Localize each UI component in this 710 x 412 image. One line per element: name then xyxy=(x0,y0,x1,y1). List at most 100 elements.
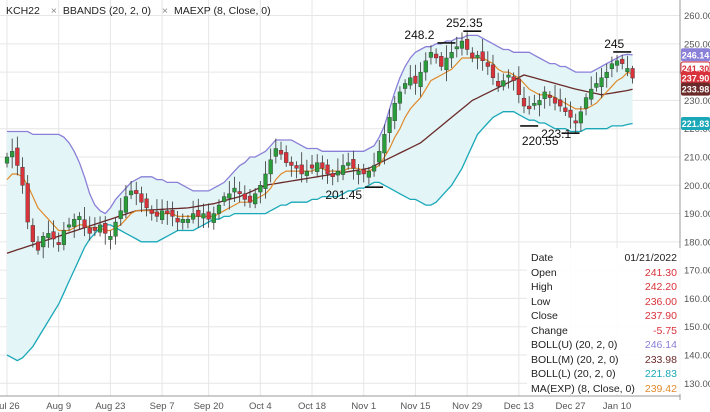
candle-body xyxy=(568,109,573,118)
candle-body xyxy=(87,227,92,234)
candle xyxy=(185,214,191,229)
info-value: 01/21/2022 xyxy=(624,252,677,264)
candle-body xyxy=(423,60,428,73)
candle-body xyxy=(315,162,320,172)
x-tick-label: Nov 29 xyxy=(452,401,482,412)
candle-body xyxy=(465,39,470,50)
candle-body xyxy=(222,196,227,202)
candle xyxy=(165,200,170,225)
candle-body xyxy=(434,53,439,59)
candle-body xyxy=(4,156,10,164)
candle xyxy=(609,56,614,78)
info-value: 237.90 xyxy=(644,310,677,322)
candle xyxy=(175,211,180,231)
candle-body xyxy=(97,224,103,233)
candle xyxy=(253,188,258,209)
price-tag-bg xyxy=(681,82,710,96)
candle-body xyxy=(501,80,506,87)
candle xyxy=(325,159,330,184)
candle xyxy=(206,203,211,228)
candle xyxy=(589,76,594,105)
price-tag-label: 233.98 xyxy=(682,85,710,95)
info-row: MA(EXP) (8, Close, 0) 239.42 xyxy=(531,383,679,397)
candle-body xyxy=(589,88,594,100)
candle xyxy=(511,72,516,91)
candle xyxy=(211,206,216,230)
candle xyxy=(309,155,315,174)
info-key: BOLL(L) (20, 2, 0) xyxy=(531,368,616,380)
candle-body xyxy=(573,120,578,124)
candle xyxy=(614,55,620,73)
candle xyxy=(366,166,371,185)
price-tag: 221.83 xyxy=(681,117,710,131)
candle-body xyxy=(366,170,371,178)
candle-body xyxy=(103,222,108,234)
candle xyxy=(392,96,397,130)
candle xyxy=(387,108,392,143)
x-tick-label: Nov 15 xyxy=(400,401,430,412)
price-tag: 237.90 xyxy=(681,71,710,85)
candle-body xyxy=(470,52,475,59)
price-tag-bg xyxy=(681,71,710,85)
candle-body xyxy=(242,193,247,200)
candle xyxy=(361,163,366,183)
remove-bbands-icon[interactable]: × xyxy=(50,5,57,17)
candle xyxy=(594,72,599,92)
y-tick-label: 210.00 xyxy=(684,152,710,163)
candle-body xyxy=(309,164,315,169)
candle xyxy=(563,97,568,116)
candle-body xyxy=(547,95,552,98)
bbands-label: BBANDS (20, 2, 0) xyxy=(62,5,151,17)
candle-body xyxy=(599,77,604,88)
candle-body xyxy=(144,198,149,209)
candle-body xyxy=(211,213,216,223)
candle-body xyxy=(159,210,165,220)
candle xyxy=(583,93,589,116)
info-key: BOLL(M) (20, 2, 0) xyxy=(531,353,619,366)
info-row: BOLL(U) (20, 2, 0) 246.14 xyxy=(531,339,679,353)
candle xyxy=(77,212,82,230)
info-key: Date xyxy=(531,252,554,264)
price-tag-label: 237.90 xyxy=(682,74,710,84)
candle-body xyxy=(180,219,185,223)
candle xyxy=(320,155,325,180)
info-key: Change xyxy=(531,324,568,337)
candle xyxy=(496,72,501,92)
annotation-label: 245 xyxy=(604,37,624,51)
y-tick-label: 150.00 xyxy=(684,322,710,333)
candle xyxy=(237,181,242,203)
price-tag-label: 221.83 xyxy=(682,119,710,129)
candle xyxy=(413,64,418,95)
candle xyxy=(180,213,185,230)
candle-body xyxy=(247,195,253,203)
candle-body xyxy=(299,164,304,175)
candle xyxy=(408,65,413,90)
y-tick-label: 180.00 xyxy=(684,237,710,248)
candle-body xyxy=(232,187,237,193)
candle xyxy=(56,232,61,252)
candle-body xyxy=(402,83,408,89)
candle-body xyxy=(578,111,583,124)
candle xyxy=(232,176,237,202)
candle xyxy=(41,231,46,259)
candle xyxy=(139,186,144,213)
candle xyxy=(335,158,340,183)
candle-body xyxy=(408,77,413,86)
candle-body xyxy=(382,134,387,154)
x-tick-label: Dec 27 xyxy=(555,401,585,412)
candle-body xyxy=(139,193,144,203)
candle-body xyxy=(459,40,465,49)
candle xyxy=(82,207,87,237)
candle xyxy=(428,45,434,65)
candle-body xyxy=(165,210,170,214)
remove-maexp-icon[interactable]: × xyxy=(161,5,169,17)
candle-body xyxy=(521,97,527,107)
candle-body xyxy=(506,74,511,78)
candle-body xyxy=(490,64,496,78)
candle-body xyxy=(72,219,77,227)
annotation-label: 252.35 xyxy=(446,16,483,30)
candle xyxy=(490,54,496,85)
candle-body xyxy=(92,226,97,231)
candle xyxy=(454,36,459,58)
